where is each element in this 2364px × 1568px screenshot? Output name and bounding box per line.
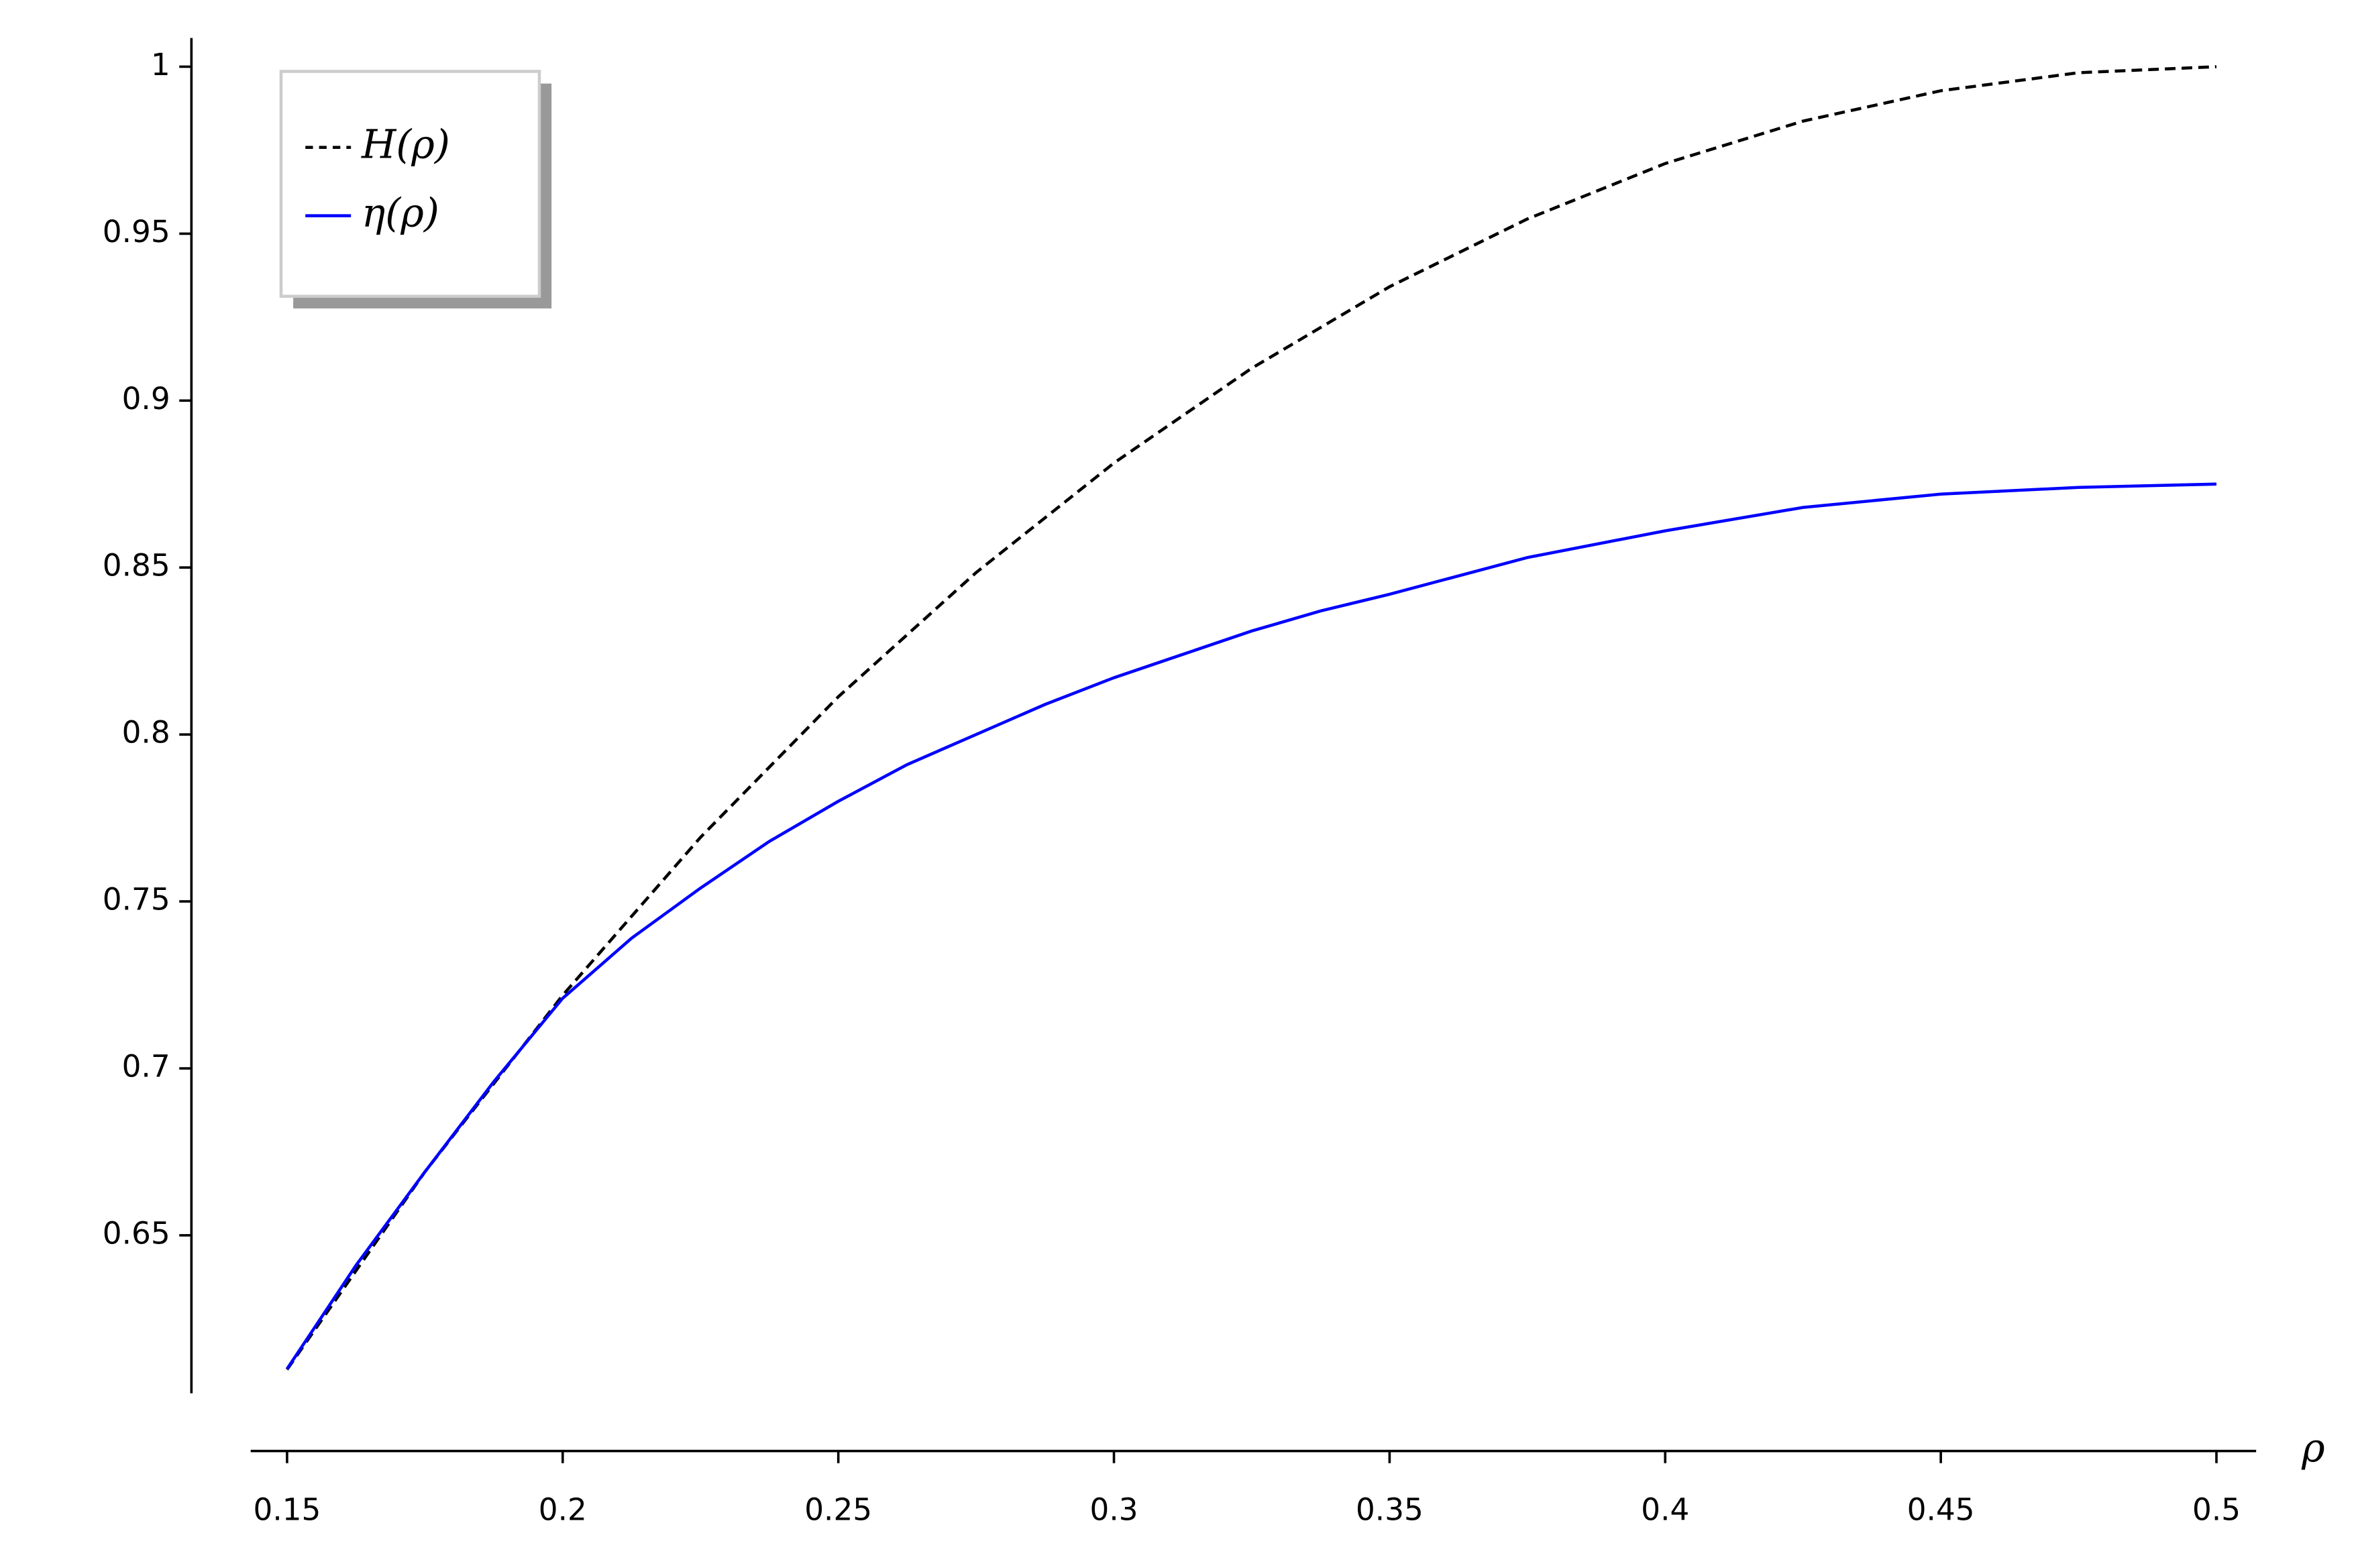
x-tick-label: 0.25 xyxy=(804,1492,872,1528)
legend-label: H(ρ) xyxy=(361,121,450,167)
y-tick-label: 0.75 xyxy=(103,882,170,917)
x-tick-label: 0.3 xyxy=(1090,1492,1138,1528)
x-tick-label: 0.2 xyxy=(539,1492,587,1528)
x-tick-label: 0.35 xyxy=(1356,1492,1423,1528)
x-tick-label: 0.45 xyxy=(1907,1492,1975,1528)
x-tick-label: 0.5 xyxy=(2192,1492,2241,1528)
y-tick-label: 0.95 xyxy=(103,214,170,249)
legend: H(ρ) η(ρ) xyxy=(279,70,552,309)
y-tick-label: 0.7 xyxy=(122,1049,170,1084)
y-tick-label: 0.8 xyxy=(122,715,170,750)
y-tick-label: 0.9 xyxy=(122,381,170,416)
x-tick-label: 0.4 xyxy=(1641,1492,1689,1528)
x-axis-label: ρ xyxy=(2301,1424,2325,1471)
series-line xyxy=(286,65,2217,1371)
series-line xyxy=(286,482,2217,1370)
y-tick-label: 0.65 xyxy=(103,1215,170,1251)
y-tick-label: 0.85 xyxy=(103,548,170,583)
y-tick-label: 1 xyxy=(151,47,170,82)
x-tick-label: 0.15 xyxy=(254,1492,321,1528)
legend-box xyxy=(279,70,541,298)
legend-label: η(ρ) xyxy=(362,189,439,235)
